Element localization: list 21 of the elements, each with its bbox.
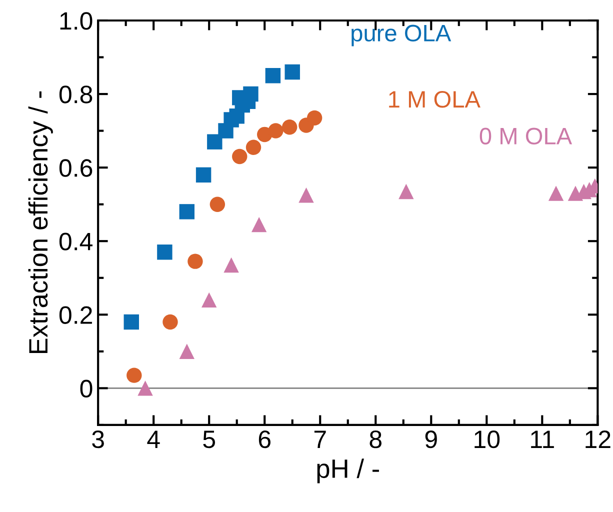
x-tick-label: 5: [203, 430, 216, 448]
x-tick-label: 10: [474, 430, 500, 448]
x-tick-label: 8: [370, 430, 382, 448]
y-tick-label: 0.6: [59, 159, 92, 177]
text: 1 M OLA: [389, 90, 480, 108]
y-tick-label: 0: [80, 380, 92, 398]
y-tick-label: 0.4: [59, 232, 92, 250]
text: pure OLA: [352, 24, 452, 46]
x-tick-label: 9: [425, 430, 437, 448]
y-tick-label: 0.2: [59, 306, 92, 324]
x-tick-label: 4: [147, 430, 160, 448]
y-axis-title: Extraction efficiency / -: [28, 91, 53, 354]
x-tick-label: 7: [314, 430, 326, 448]
x-axis-title: pH / -: [317, 458, 379, 484]
y-tick-label: 1.0: [60, 12, 92, 30]
x-tick-label: 12: [586, 430, 610, 448]
x-tick-label: 6: [258, 430, 270, 448]
x-tick-label: 3: [92, 430, 104, 448]
y-tick-label: 0.8: [59, 86, 92, 104]
series-label: 0 M OLA: [480, 128, 572, 144]
x-tick-label: 11: [531, 430, 554, 448]
